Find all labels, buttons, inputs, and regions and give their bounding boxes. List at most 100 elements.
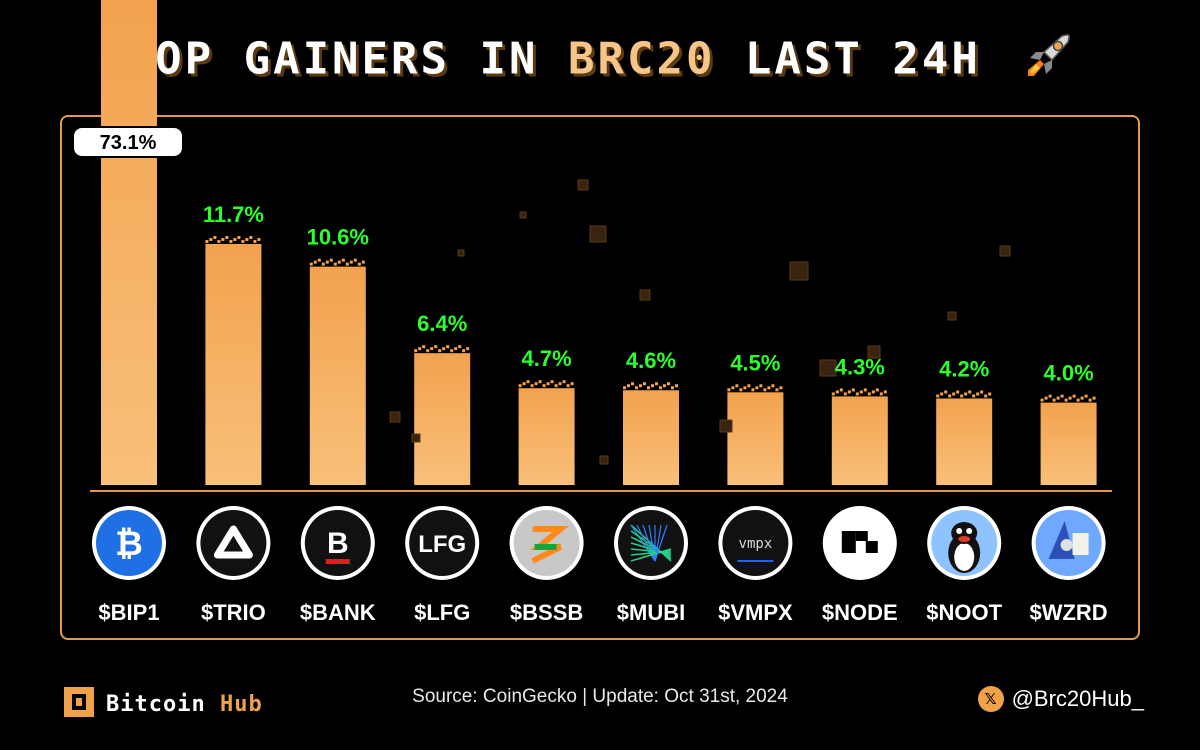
bar-edge-pixel bbox=[221, 237, 225, 241]
bar-edge-pixel bbox=[859, 390, 863, 394]
bar-edge-pixel bbox=[253, 239, 257, 243]
bar-edge-pixel bbox=[631, 382, 634, 386]
bar-edge-pixel bbox=[948, 394, 952, 398]
bar-edge-pixel bbox=[843, 392, 847, 396]
decorative-pixel bbox=[577, 179, 589, 191]
bar-edge-pixel bbox=[526, 380, 530, 384]
bar-edge-pixel bbox=[1048, 394, 1052, 398]
bar-edge-pixel bbox=[309, 262, 313, 266]
bar-edge-pixel bbox=[442, 347, 446, 351]
bar-edge-pixel bbox=[875, 388, 879, 392]
title-accent: BRC20 bbox=[567, 33, 716, 85]
value-label: 4.3% bbox=[835, 354, 885, 379]
token-logo-node-icon bbox=[822, 506, 897, 580]
bar-edge-pixel bbox=[940, 392, 944, 396]
bar-edge-pixel bbox=[538, 380, 542, 384]
bar-trio bbox=[205, 243, 262, 485]
value-label: 73.1% bbox=[100, 132, 157, 154]
bar-edge-pixel bbox=[1080, 396, 1084, 400]
bar-vmpx bbox=[727, 392, 784, 485]
bar-edge-pixel bbox=[667, 382, 670, 386]
bar-edge-pixel bbox=[1060, 394, 1064, 398]
bar-edge-pixel bbox=[1092, 396, 1096, 400]
bar-edge-pixel bbox=[1056, 396, 1060, 400]
bar-edge-pixel bbox=[337, 260, 341, 264]
bar-edge-pixel bbox=[871, 390, 875, 394]
bar-edge-pixel bbox=[643, 382, 646, 386]
bar-edge-pixel bbox=[349, 260, 353, 264]
bar-edge-pixel bbox=[566, 384, 570, 388]
bar-edge-pixel bbox=[550, 380, 554, 384]
bar-edge-pixel bbox=[851, 388, 855, 392]
bar-edge-pixel bbox=[554, 384, 558, 388]
bar-edge-pixel bbox=[1088, 398, 1092, 402]
bar-edge-pixel bbox=[879, 392, 883, 396]
token-logo-wzrd-icon bbox=[1031, 506, 1106, 580]
value-label: 10.6% bbox=[307, 225, 369, 250]
token-logo-mubi-icon bbox=[614, 506, 688, 580]
bar-edge-pixel bbox=[867, 392, 871, 396]
category-label: $VMPX bbox=[718, 600, 793, 625]
bar-edge-pixel bbox=[1044, 396, 1048, 400]
decorative-pixel bbox=[411, 433, 421, 443]
bar-edge-pixel bbox=[944, 390, 948, 394]
bar-edge-pixel bbox=[522, 382, 526, 386]
bar-edge-pixel bbox=[205, 239, 209, 243]
bar-edge-pixel bbox=[333, 262, 337, 266]
bar-edge-pixel bbox=[747, 384, 751, 388]
bar-edge-pixel bbox=[570, 382, 574, 386]
brand: Bitcoin Hub bbox=[62, 684, 263, 724]
bar-edge-pixel bbox=[627, 384, 630, 388]
value-label-pill bbox=[72, 126, 184, 158]
bar-edge-pixel bbox=[855, 392, 859, 396]
bar-edge-pixel bbox=[245, 237, 249, 241]
bar-edge-pixel bbox=[458, 345, 462, 349]
bar-edge-pixel bbox=[976, 392, 980, 396]
bar-edge-pixel bbox=[534, 382, 538, 386]
bar-edge-pixel bbox=[321, 262, 325, 266]
bar-edge-pixel bbox=[972, 394, 976, 398]
decorative-pixel bbox=[589, 225, 607, 243]
bar-node bbox=[831, 396, 888, 485]
bar-edge-pixel bbox=[558, 382, 562, 386]
bar-edge-pixel bbox=[217, 239, 221, 243]
bar-edge-pixel bbox=[731, 386, 735, 390]
social-handle[interactable]: 𝕏 @Brc20Hub_ bbox=[977, 686, 1144, 712]
bar-edge-pixel bbox=[1068, 396, 1072, 400]
bar-mubi bbox=[623, 390, 679, 485]
token-logo-noot-icon bbox=[927, 506, 1002, 580]
category-label: $TRIO bbox=[201, 600, 266, 625]
chart-title: TOP GAINERS IN BRC20 LAST 24H bbox=[0, 30, 1200, 93]
category-label: $BSSB bbox=[510, 600, 583, 625]
bar-edge-pixel bbox=[341, 258, 345, 262]
bar-edge-pixel bbox=[450, 349, 454, 353]
bar-edge-pixel bbox=[325, 260, 329, 264]
bar-edge-pixel bbox=[831, 392, 835, 396]
bar-edge-pixel bbox=[751, 388, 755, 392]
bar-edge-pixel bbox=[960, 394, 964, 398]
bar-edge-pixel bbox=[418, 347, 422, 351]
source-note: Source: CoinGecko | Update: Oct 31st, 20… bbox=[412, 686, 788, 707]
value-label: 4.0% bbox=[1044, 361, 1094, 386]
bar-wzrd bbox=[1040, 402, 1097, 485]
bar-edge-pixel bbox=[763, 388, 767, 392]
bar-edge-pixel bbox=[835, 390, 839, 394]
handle-text: @Brc20Hub_ bbox=[1011, 686, 1144, 711]
bar-edge-pixel bbox=[562, 380, 566, 384]
bar-edge-pixel bbox=[779, 386, 783, 390]
bar-edge-pixel bbox=[237, 235, 241, 239]
bar-edge-pixel bbox=[353, 258, 357, 262]
value-label: 4.6% bbox=[626, 348, 676, 373]
brand-name: Bitcoin Hub bbox=[106, 692, 263, 717]
rocket-icon bbox=[1022, 30, 1074, 93]
svg-text:vmpx: vmpx bbox=[739, 536, 773, 552]
bar-edge-pixel bbox=[345, 262, 349, 266]
bar-edge-pixel bbox=[462, 349, 466, 353]
bar-edge-pixel bbox=[936, 394, 940, 398]
decorative-pixel bbox=[599, 455, 609, 465]
bar-edge-pixel bbox=[1064, 398, 1068, 402]
bar-edge-pixel bbox=[213, 235, 217, 239]
category-label: $NODE bbox=[822, 600, 898, 625]
bar-edge-pixel bbox=[883, 390, 887, 394]
x-logo-icon: 𝕏 bbox=[977, 686, 1004, 712]
